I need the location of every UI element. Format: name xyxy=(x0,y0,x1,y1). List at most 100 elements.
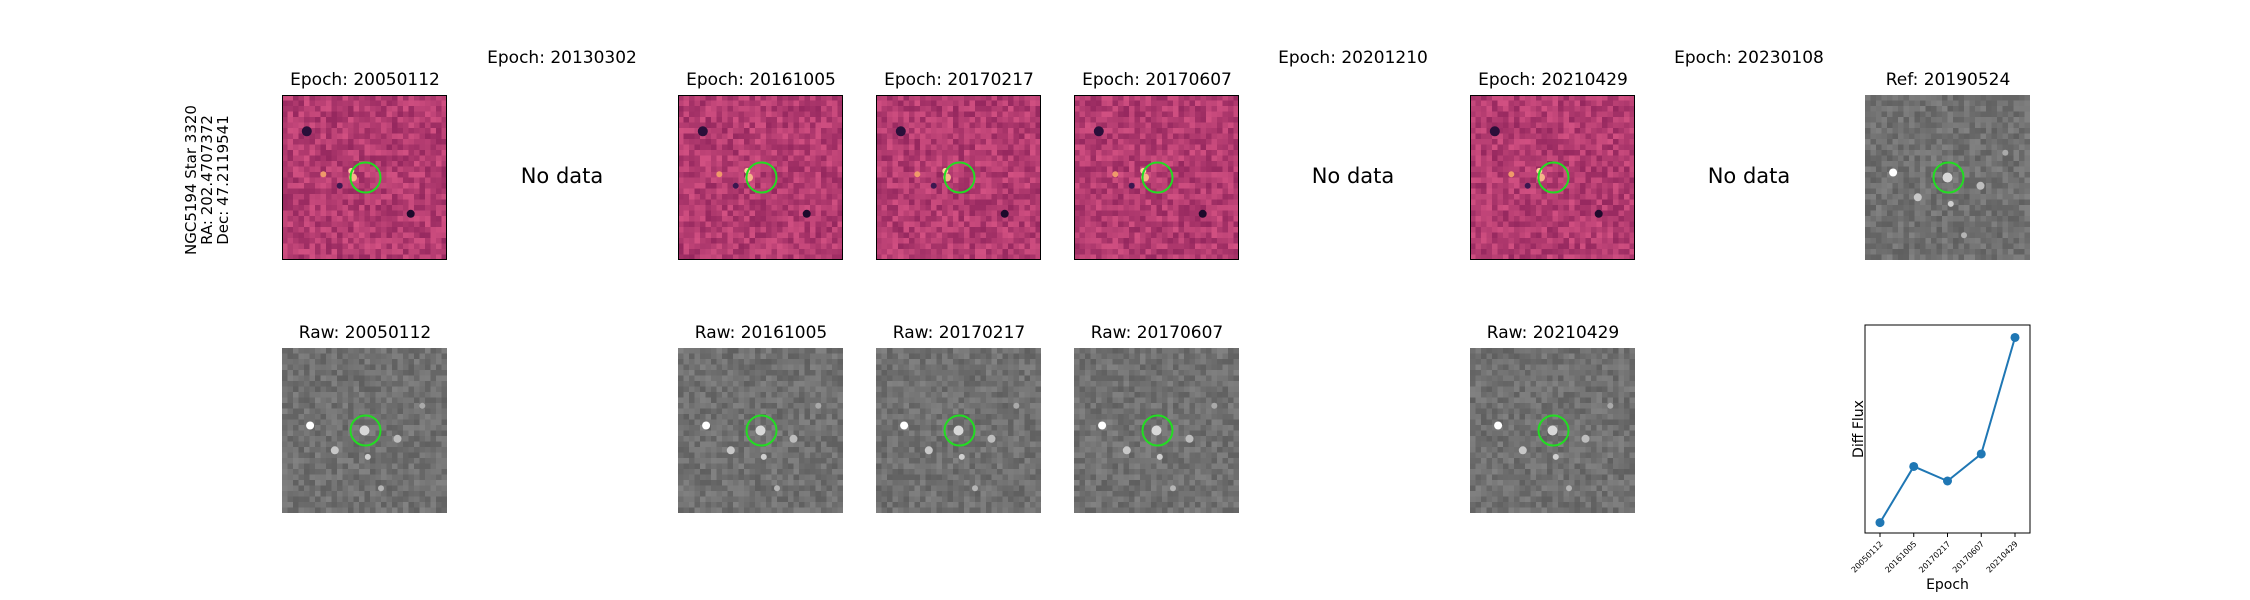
source-spot xyxy=(1170,485,1176,492)
reference-image xyxy=(1865,95,2030,260)
source-spot xyxy=(1913,193,1922,202)
aperture-circle xyxy=(943,161,976,194)
source-spot xyxy=(1151,425,1162,436)
source-spot xyxy=(364,453,371,460)
y-axis-label: Diff Flux xyxy=(1851,400,1867,458)
aperture-circle xyxy=(1141,414,1174,447)
panel-title: Epoch: 20170607 xyxy=(1082,70,1232,90)
source-spot xyxy=(958,453,965,460)
difference-image xyxy=(678,95,843,260)
source-spot xyxy=(1947,200,1954,207)
aperture-circle xyxy=(1141,161,1174,194)
source-spot xyxy=(930,182,937,189)
data-point xyxy=(1875,518,1885,528)
panel-title: Epoch: 20050112 xyxy=(290,70,440,90)
source-spot xyxy=(406,209,415,218)
panel-title: Ref: 20190524 xyxy=(1885,70,2011,90)
raw-image xyxy=(876,348,1041,513)
panel-title: Raw: 20170607 xyxy=(1090,323,1224,343)
source-spot xyxy=(716,171,723,178)
light-curve-chart: 2005011220161005201702172017060720210429… xyxy=(1850,324,2031,593)
raw-image xyxy=(1074,348,1239,513)
panel-title: Epoch: 20161005 xyxy=(686,70,836,90)
source-spot xyxy=(815,402,822,409)
source-spot xyxy=(1494,421,1503,430)
aperture-circle xyxy=(745,161,778,194)
panel-title: Epoch: 20201210 xyxy=(1278,48,1428,68)
source-spot xyxy=(306,421,315,430)
panel-title: Epoch: 20170217 xyxy=(884,70,1034,90)
data-point xyxy=(2010,332,2020,342)
source-spot xyxy=(953,425,964,436)
source-spot xyxy=(702,421,711,430)
source-spot xyxy=(1185,434,1194,443)
star-name: NGC5194 Star 3320 xyxy=(182,105,200,255)
source-spot xyxy=(914,171,921,178)
source-spot xyxy=(1889,168,1898,177)
star-dec: Dec: 47.2119541 xyxy=(214,115,232,245)
source-spot xyxy=(987,434,996,443)
chart-axes-frame xyxy=(1864,324,2031,534)
panel-title: Epoch: 20130302 xyxy=(487,48,637,68)
no-data-label: No data xyxy=(1311,164,1395,188)
aperture-circle xyxy=(943,414,976,447)
source-spot xyxy=(1098,421,1107,430)
source-spot xyxy=(301,126,312,137)
difference-image xyxy=(876,95,1041,260)
source-spot xyxy=(1518,446,1527,455)
source-spot xyxy=(1581,434,1590,443)
source-spot xyxy=(1566,485,1572,492)
source-spot xyxy=(419,402,426,409)
source-spot xyxy=(393,434,402,443)
source-spot xyxy=(1942,172,1953,183)
source-spot xyxy=(1112,171,1119,178)
source-spot xyxy=(1594,209,1603,218)
x-tick-label: 20170607 xyxy=(1951,539,1986,574)
source-spot xyxy=(1607,402,1614,409)
aperture-circle xyxy=(349,414,382,447)
x-tick-label: 20170217 xyxy=(1917,539,1952,574)
source-spot xyxy=(1198,209,1207,218)
source-spot xyxy=(1508,171,1515,178)
raw-image xyxy=(678,348,843,513)
source-spot xyxy=(330,446,339,455)
source-spot xyxy=(1524,182,1531,189)
data-point xyxy=(1909,461,1919,471)
raw-image xyxy=(1470,348,1635,513)
source-spot xyxy=(972,485,978,492)
difference-image xyxy=(1470,95,1635,260)
no-data-label: No data xyxy=(1707,164,1791,188)
source-spot xyxy=(1128,182,1135,189)
source-spot xyxy=(924,446,933,455)
aperture-circle xyxy=(1537,161,1570,194)
no-data-label: No data xyxy=(520,164,604,188)
source-spot xyxy=(697,126,708,137)
series-line xyxy=(1879,337,2016,524)
source-spot xyxy=(760,453,767,460)
source-spot xyxy=(1211,402,1218,409)
source-spot xyxy=(336,182,343,189)
source-spot xyxy=(378,485,384,492)
panel-title: Epoch: 20230108 xyxy=(1674,48,1824,68)
source-spot xyxy=(1552,453,1559,460)
source-spot xyxy=(789,434,798,443)
x-tick-label: 20210429 xyxy=(1985,539,2020,574)
aperture-circle xyxy=(349,161,382,194)
source-spot xyxy=(1547,425,1558,436)
source-spot xyxy=(1976,181,1985,190)
data-point xyxy=(1943,476,1952,486)
source-spot xyxy=(1122,446,1131,455)
panel-title: Raw: 20050112 xyxy=(298,323,432,343)
panel-title: Raw: 20161005 xyxy=(694,323,828,343)
panel-title: Epoch: 20210429 xyxy=(1478,70,1628,90)
panel-title: Raw: 20210429 xyxy=(1486,323,1620,343)
x-tick-label: 20050112 xyxy=(1850,539,1885,574)
source-spot xyxy=(900,421,909,430)
aperture-circle xyxy=(745,414,778,447)
star-info-label: NGC5194 Star 3320 RA: 202.4707372 Dec: 4… xyxy=(182,75,243,285)
x-axis-label: Epoch xyxy=(1926,577,1969,593)
difference-image xyxy=(1074,95,1239,260)
panel-title: Raw: 20170217 xyxy=(892,323,1026,343)
source-spot xyxy=(895,126,906,137)
source-spot xyxy=(774,485,780,492)
